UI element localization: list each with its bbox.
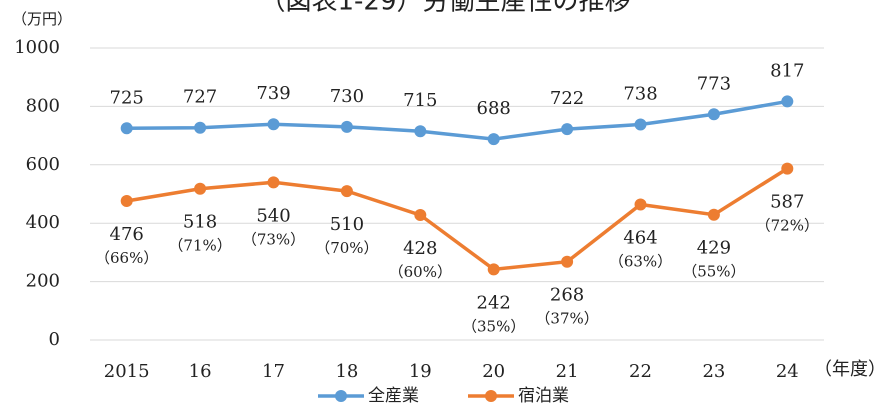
point: [487, 133, 500, 146]
point: [340, 120, 353, 133]
data-label: 540: [256, 205, 290, 226]
y-tick-label: 400: [26, 212, 60, 233]
ratio-label: （66%）: [95, 249, 158, 267]
data-label: 739: [256, 83, 290, 104]
x-tick-label: 24: [776, 361, 799, 382]
data-label: 476: [110, 224, 144, 245]
data-label: 817: [770, 60, 804, 81]
point: [781, 162, 794, 175]
ratio-label: （60%）: [389, 263, 452, 281]
x-tick-label: 18: [335, 361, 358, 382]
data-label: 429: [697, 238, 731, 259]
ratio-label: （73%）: [242, 230, 305, 248]
point: [194, 182, 207, 195]
data-label: 773: [697, 73, 731, 94]
x-tick-label: 20: [482, 361, 505, 382]
point: [340, 185, 353, 198]
x-tick-label: 16: [189, 361, 212, 382]
data-label: 464: [623, 228, 657, 249]
data-label: 738: [623, 84, 657, 105]
ratio-label: （37%）: [535, 310, 598, 328]
y-tick-label: 0: [49, 329, 60, 350]
ratio-label: （35%）: [462, 317, 525, 335]
data-label: 242: [477, 292, 511, 313]
point: [561, 123, 574, 136]
point: [781, 95, 794, 108]
x-tick-label: 21: [556, 361, 579, 382]
data-label: 587: [770, 192, 804, 213]
point: [634, 198, 647, 211]
data-label: 510: [330, 214, 364, 235]
y-tick-label: 600: [26, 154, 60, 175]
point: [707, 208, 720, 221]
x-tick-label: 22: [629, 361, 652, 382]
point: [487, 263, 500, 276]
x-tick-label: 17: [262, 361, 285, 382]
series-line: [126, 167, 789, 272]
point: [561, 255, 574, 268]
data-label: 518: [183, 212, 217, 233]
data-label: 725: [110, 87, 144, 108]
legend-marker: [335, 390, 347, 402]
point: [414, 209, 427, 222]
data-label: 715: [403, 90, 437, 111]
y-unit: （万円）: [12, 10, 72, 28]
x-tick-label: 19: [409, 361, 432, 382]
legend-label: 宿泊業: [518, 386, 569, 406]
point: [194, 121, 207, 134]
point: [267, 176, 280, 189]
x-tick-label: 23: [702, 361, 725, 382]
data-label: 428: [403, 238, 437, 259]
point: [634, 118, 647, 131]
x-unit: （年度）: [814, 359, 886, 380]
data-label: 727: [183, 87, 217, 108]
ratio-label: （71%）: [168, 237, 231, 255]
data-label: 268: [550, 285, 584, 306]
ratio-label: （72%）: [756, 217, 819, 235]
point: [707, 108, 720, 121]
data-label: 688: [477, 98, 511, 119]
ratio-label: （63%）: [609, 253, 672, 271]
y-tick-label: 200: [26, 271, 60, 292]
y-tick-label: 800: [26, 95, 60, 116]
data-label: 722: [550, 88, 584, 109]
point: [120, 195, 133, 208]
legend-label: 全産業: [368, 386, 419, 406]
y-tick-label: 1000: [14, 37, 60, 58]
ratio-label: （55%）: [682, 263, 745, 281]
ratio-label: （70%）: [315, 239, 378, 257]
point: [120, 122, 133, 135]
legend-marker: [485, 390, 497, 402]
chart-title: （図表1-29）労働生産性の推移: [259, 0, 630, 17]
x-tick-label: 2015: [104, 361, 150, 382]
point: [267, 118, 280, 131]
data-label: 730: [330, 86, 364, 107]
point: [414, 125, 427, 138]
series-line: [126, 99, 788, 141]
